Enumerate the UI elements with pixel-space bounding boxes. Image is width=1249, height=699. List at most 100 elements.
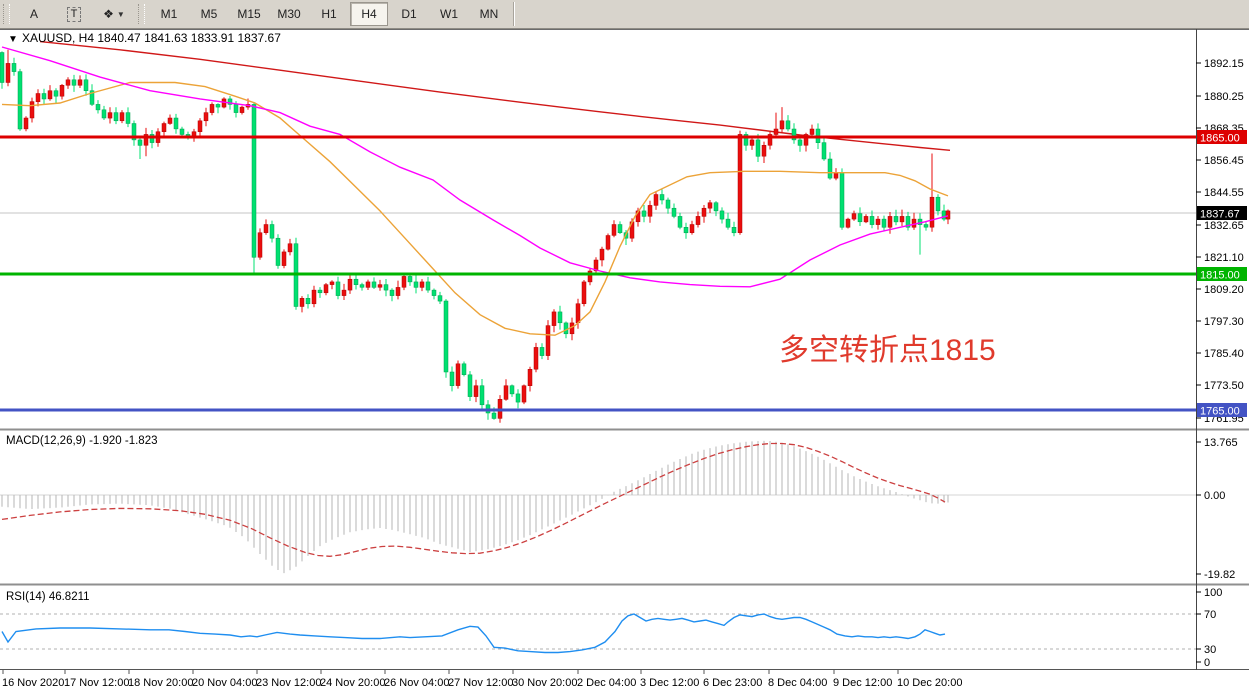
time-axis-label: 9 Dec 12:00 (833, 677, 892, 689)
candle-body (551, 311, 557, 326)
candle-body (275, 237, 281, 266)
price-badge (1197, 403, 1247, 417)
toolbar-grip[interactable] (3, 4, 10, 24)
time-axis-label: 30 Nov 20:00 (512, 677, 577, 689)
time-axis-label: 23 Nov 12:00 (256, 677, 321, 689)
candle-body (71, 79, 77, 86)
time-axis-label: 8 Dec 04:00 (768, 677, 827, 689)
candle-body (767, 134, 773, 146)
candle-body (659, 194, 665, 201)
candle-body (785, 120, 791, 130)
candle-body (731, 227, 737, 234)
price-axis-label: 70 (1204, 609, 1216, 621)
candle-body (461, 363, 467, 375)
candle-body (905, 216, 911, 228)
candle-body (827, 158, 833, 179)
candle-body (377, 284, 383, 288)
candle-body (773, 128, 779, 135)
candle-body (809, 128, 815, 135)
macd-panel[interactable] (0, 440, 1196, 574)
candle-body (575, 303, 581, 324)
candle-body (161, 123, 167, 132)
main-price-panel[interactable] (0, 40, 1196, 423)
time-axis-label: 24 Nov 20:00 (320, 677, 385, 689)
candle-body (929, 196, 935, 228)
candle-body (371, 281, 377, 288)
macd-signal-line (1, 442, 946, 557)
toolbar-grip[interactable] (138, 4, 145, 24)
price-axis-label: 30 (1204, 644, 1216, 656)
annotation-text[interactable]: 多空转折点1815 (779, 334, 996, 367)
timeframe-button-h4[interactable]: H4 (350, 2, 388, 26)
rsi-panel[interactable] (0, 613, 1196, 654)
candle-body (491, 412, 497, 419)
price-badge-value: 1815.00 (1200, 270, 1240, 282)
candle-body (233, 104, 239, 113)
price-axis-label: 0.00 (1204, 490, 1225, 502)
candle-body (383, 284, 389, 291)
candle-body (317, 289, 323, 294)
candle-body (707, 202, 713, 209)
candle-body (743, 134, 749, 146)
candle-body (419, 281, 425, 288)
candle-body (203, 112, 209, 122)
price-badge (1197, 267, 1247, 281)
price-axis-label: 1844.55 (1204, 187, 1244, 199)
candle-body (125, 112, 131, 124)
timeframe-button-m30[interactable]: M30 (277, 7, 301, 21)
price-axis-label: 1892.15 (1204, 58, 1244, 70)
candle-body (533, 347, 539, 370)
candle-body (401, 276, 407, 288)
candle-body (113, 112, 119, 122)
candle-body (5, 63, 11, 83)
chart-canvas[interactable]: 1892.151880.251868.351856.451844.551832.… (0, 29, 1249, 699)
candle-body (137, 139, 143, 146)
candle-body (605, 235, 611, 250)
candle-body (467, 374, 473, 397)
candle-body (557, 311, 563, 324)
symbol-dropdown-icon[interactable]: ▼ (8, 34, 18, 45)
timeframe-group: M1 M5 M15 M30 H1 H4 D1 W1 MN (150, 2, 508, 26)
timeframe-button-w1[interactable]: W1 (440, 7, 458, 21)
text-tool-icon: T (66, 6, 82, 22)
price-axis[interactable]: 1892.151880.251868.351856.451844.551832.… (1196, 58, 1247, 669)
ma-slow-line (39, 40, 951, 151)
candle-body (791, 128, 797, 141)
time-axis-label: 18 Nov 20:00 (128, 677, 193, 689)
candle-body (449, 371, 455, 386)
candle-body (251, 104, 257, 258)
price-axis-label: 1785.40 (1204, 348, 1244, 360)
timeframe-button-d1[interactable]: D1 (401, 7, 417, 21)
candle-body (713, 202, 719, 212)
candle-body (617, 224, 623, 233)
candle-body (935, 196, 941, 212)
timeframe-button-m1[interactable]: M1 (160, 7, 178, 21)
candle-body (179, 128, 185, 135)
candle-body (305, 298, 311, 305)
candle-body (857, 213, 863, 223)
cursor-tool-button[interactable]: A (29, 7, 38, 21)
candle-body (587, 270, 593, 283)
candle-body (101, 109, 107, 119)
candle-body (365, 281, 371, 288)
candle-body (923, 224, 929, 228)
candle-body (407, 276, 413, 283)
text-tool-button[interactable]: T (55, 2, 93, 26)
candle-body (287, 243, 293, 253)
candle-body (527, 369, 533, 386)
timeframe-button-h1[interactable]: H1 (321, 7, 337, 21)
candle-body (281, 251, 287, 266)
price-axis-label: 1773.50 (1204, 380, 1244, 392)
candle-body (77, 79, 83, 86)
candle-body (545, 325, 551, 356)
candle-body (335, 281, 341, 296)
candle-body (41, 93, 47, 100)
draw-tool-button[interactable]: ❖ ▼ (95, 2, 133, 26)
timeframe-button-m5[interactable]: M5 (200, 7, 218, 21)
candle-body (89, 90, 95, 105)
timeframe-button-mn[interactable]: MN (479, 7, 499, 21)
timeframe-button-m15[interactable]: M15 (237, 7, 261, 21)
candle-body (347, 278, 353, 291)
